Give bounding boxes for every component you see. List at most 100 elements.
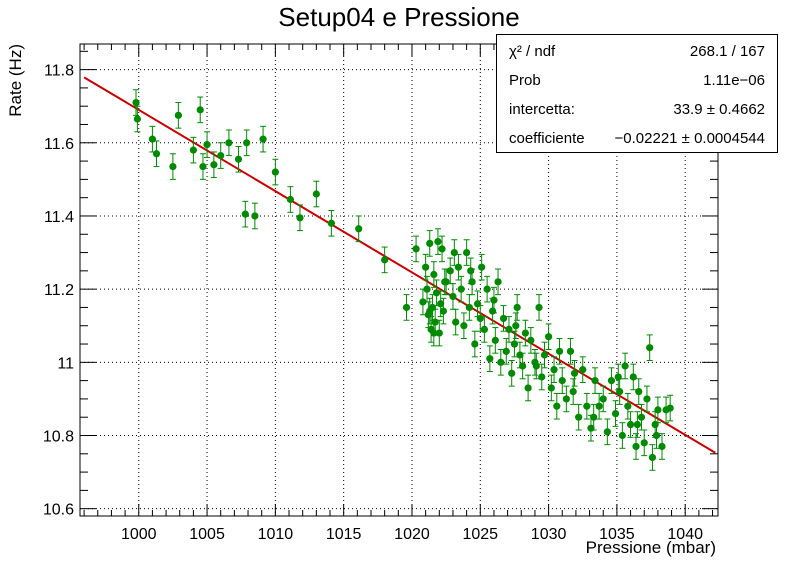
data-point <box>499 305 508 332</box>
point-marker <box>467 267 475 275</box>
data-point <box>599 385 607 413</box>
point-marker <box>553 402 561 410</box>
point-marker <box>430 270 438 279</box>
data-point <box>480 316 488 343</box>
stat-name: coefficiente <box>509 130 585 147</box>
point-marker <box>527 336 535 344</box>
point-marker <box>446 267 454 275</box>
point-marker <box>535 303 543 312</box>
data-point <box>640 429 648 457</box>
data-point <box>426 230 434 257</box>
point-marker <box>449 292 457 301</box>
data-point <box>434 228 442 255</box>
point-marker <box>217 151 225 160</box>
point-marker <box>626 420 635 429</box>
data-point <box>478 253 486 281</box>
point-marker <box>646 344 654 352</box>
point-marker <box>591 377 599 385</box>
point-marker <box>437 300 445 308</box>
data-point <box>666 394 674 422</box>
x-tick-label: 1010 <box>258 526 294 543</box>
point-marker <box>652 431 661 440</box>
point-marker <box>513 303 521 312</box>
x-tick-label: 1000 <box>121 526 157 543</box>
data-point <box>590 403 598 431</box>
data-point <box>441 268 449 296</box>
fit-line-segment <box>83 76 716 454</box>
point-marker <box>614 373 622 381</box>
point-marker <box>569 387 577 396</box>
data-point <box>467 257 475 285</box>
y-tick-label: 11.4 <box>44 209 74 226</box>
y-tick-label: 10.8 <box>43 429 74 446</box>
data-point <box>490 286 498 314</box>
data-point <box>575 403 583 431</box>
x-tick-label: 1030 <box>531 526 567 543</box>
data-points <box>132 89 674 471</box>
point-marker <box>618 431 626 440</box>
data-point <box>446 257 454 285</box>
fit-stats-box: χ² / ndf 268.1 / 167 Prob 1.11e−06 inter… <box>496 34 778 153</box>
data-point <box>547 374 555 402</box>
stat-row-intercept: intercetta: 33.9 ± 0.4662 <box>497 95 777 124</box>
data-point <box>633 411 641 438</box>
data-point <box>452 308 460 336</box>
point-marker <box>624 402 632 410</box>
point-marker <box>519 362 527 370</box>
data-point <box>521 319 529 347</box>
data-point <box>607 367 616 394</box>
stat-name: Prob <box>509 72 541 89</box>
data-point <box>558 367 566 394</box>
point-marker <box>422 263 430 271</box>
data-point <box>422 253 430 281</box>
point-marker <box>629 373 637 381</box>
point-marker <box>632 442 640 451</box>
data-point <box>286 186 294 213</box>
point-marker <box>132 98 140 107</box>
data-point <box>259 125 267 153</box>
y-tick-label: 10.6 <box>43 502 74 519</box>
point-marker <box>637 413 646 421</box>
data-point <box>381 246 389 274</box>
data-point <box>457 275 465 303</box>
data-point <box>508 359 516 387</box>
point-marker <box>241 210 249 218</box>
data-point <box>519 352 527 380</box>
data-point <box>486 345 494 372</box>
point-marker <box>611 409 620 418</box>
data-point <box>603 418 611 446</box>
data-point <box>626 411 635 438</box>
data-point <box>210 151 218 179</box>
data-point <box>133 105 141 133</box>
stat-row-chi2: χ² / ndf 268.1 / 167 <box>497 37 777 66</box>
point-marker <box>225 139 233 147</box>
data-point <box>553 392 561 420</box>
point-marker <box>196 106 204 114</box>
point-marker <box>471 340 479 348</box>
stat-name: intercetta: <box>509 101 575 118</box>
point-marker <box>505 325 513 333</box>
y-tick-label: 11 <box>57 355 74 372</box>
data-point <box>648 444 657 471</box>
data-point <box>658 433 666 460</box>
point-marker <box>426 239 434 248</box>
data-point <box>652 422 661 449</box>
data-point <box>174 102 182 129</box>
point-marker <box>243 139 251 147</box>
point-marker <box>203 141 211 149</box>
data-point <box>618 422 626 449</box>
point-marker <box>599 395 607 403</box>
stat-value: 1.11e−06 <box>703 72 765 89</box>
point-marker <box>439 307 448 315</box>
data-point <box>152 140 161 168</box>
x-tick-label: 1020 <box>394 526 430 543</box>
point-marker <box>286 195 294 204</box>
point-marker <box>148 135 157 143</box>
point-marker <box>431 318 439 326</box>
point-marker <box>590 413 598 421</box>
point-marker <box>547 384 555 392</box>
data-point <box>483 275 491 303</box>
point-marker <box>550 366 558 374</box>
point-marker <box>465 303 473 312</box>
data-point <box>535 294 543 321</box>
